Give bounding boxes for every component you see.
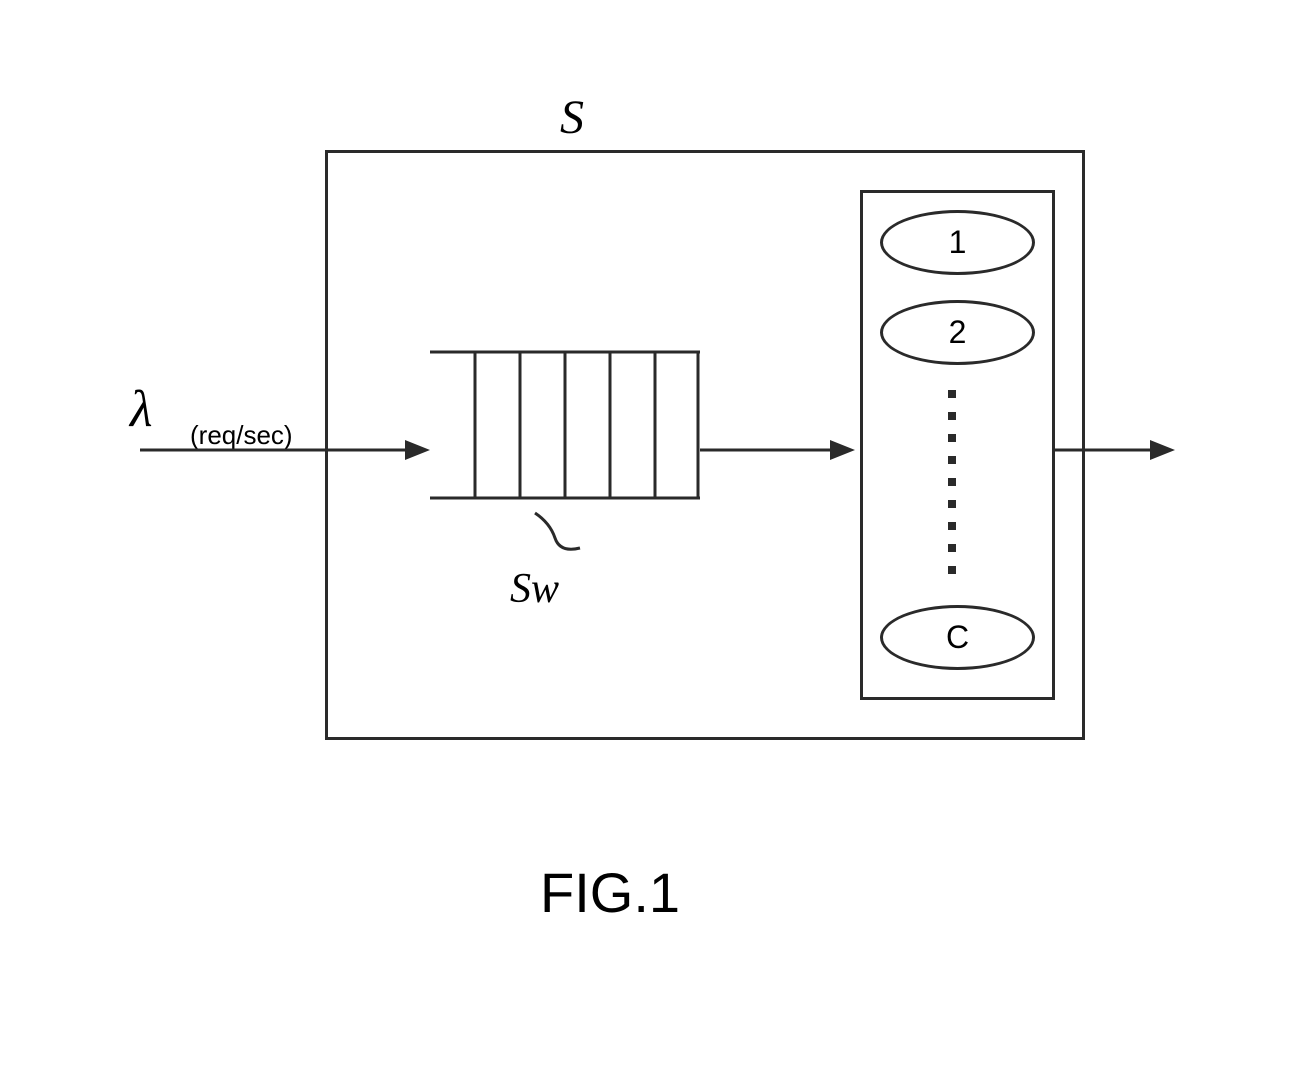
server-c-label: C [946, 619, 969, 656]
server-2: 2 [880, 300, 1035, 365]
lambda-label: λ [130, 380, 153, 439]
sw-tilde [530, 508, 590, 558]
req-sec-label: (req/sec) [190, 420, 293, 451]
queueing-diagram: S λ (req/sec) Sw 1 2 [140, 90, 1140, 790]
server-1-label: 1 [949, 224, 967, 261]
server-1: 1 [880, 210, 1035, 275]
server-2-label: 2 [949, 314, 967, 351]
system-label: S [560, 90, 584, 145]
figure-caption: FIG.1 [540, 860, 680, 925]
server-c: C [880, 605, 1035, 670]
queue-buffer [430, 350, 700, 500]
dots-icon [942, 390, 972, 590]
sw-label: Sw [510, 565, 559, 613]
